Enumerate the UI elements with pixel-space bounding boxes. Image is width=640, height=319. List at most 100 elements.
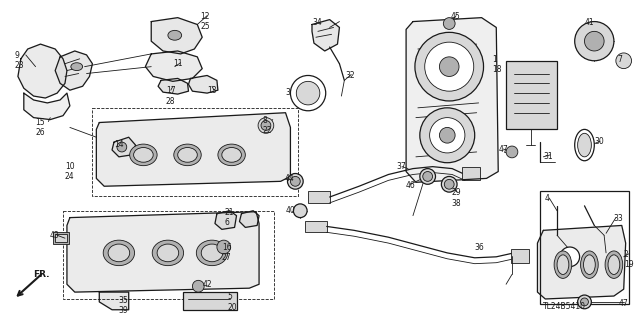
- Circle shape: [506, 146, 518, 158]
- Text: FR.: FR.: [34, 270, 50, 278]
- Ellipse shape: [584, 255, 595, 274]
- Bar: [305, 220, 326, 232]
- Circle shape: [560, 247, 580, 267]
- Polygon shape: [99, 292, 129, 310]
- Text: 41: 41: [584, 18, 594, 27]
- Circle shape: [420, 169, 435, 184]
- Circle shape: [217, 240, 230, 254]
- Polygon shape: [24, 93, 70, 120]
- Polygon shape: [158, 78, 189, 94]
- Ellipse shape: [222, 147, 241, 162]
- Circle shape: [420, 108, 475, 163]
- Polygon shape: [189, 76, 218, 93]
- Polygon shape: [55, 51, 92, 90]
- Text: 46: 46: [406, 181, 416, 190]
- Text: 32: 32: [346, 70, 355, 79]
- Circle shape: [444, 179, 454, 189]
- Circle shape: [287, 174, 303, 189]
- Ellipse shape: [71, 63, 83, 70]
- Ellipse shape: [103, 240, 134, 266]
- Ellipse shape: [174, 144, 201, 166]
- Ellipse shape: [168, 30, 182, 40]
- Circle shape: [578, 295, 591, 309]
- Circle shape: [293, 204, 307, 218]
- Ellipse shape: [580, 251, 598, 278]
- Circle shape: [425, 42, 474, 91]
- Text: 47: 47: [619, 299, 628, 308]
- Circle shape: [440, 57, 459, 77]
- Text: 13: 13: [207, 86, 217, 95]
- Circle shape: [296, 81, 320, 105]
- Ellipse shape: [152, 240, 184, 266]
- Text: 37: 37: [396, 162, 406, 171]
- Ellipse shape: [608, 255, 620, 274]
- Circle shape: [444, 18, 455, 29]
- Ellipse shape: [178, 147, 197, 162]
- Text: 30: 30: [595, 137, 604, 146]
- Circle shape: [423, 172, 433, 181]
- Bar: [92, 108, 298, 196]
- Bar: [506, 61, 557, 130]
- Text: 11: 11: [173, 59, 182, 68]
- Circle shape: [258, 118, 274, 133]
- Bar: [511, 249, 529, 263]
- Text: 14: 14: [114, 140, 124, 149]
- Ellipse shape: [134, 147, 153, 162]
- Text: 43: 43: [49, 231, 59, 240]
- Circle shape: [575, 22, 614, 61]
- Text: 29
38: 29 38: [451, 188, 461, 208]
- Ellipse shape: [201, 244, 223, 262]
- Polygon shape: [538, 226, 626, 299]
- Text: 9
23: 9 23: [14, 51, 24, 70]
- Circle shape: [291, 176, 300, 186]
- Circle shape: [584, 31, 604, 51]
- Ellipse shape: [557, 255, 569, 274]
- Text: 33: 33: [614, 214, 623, 223]
- Text: 15
26: 15 26: [36, 118, 45, 137]
- Text: 42: 42: [202, 280, 212, 289]
- Ellipse shape: [196, 240, 228, 266]
- Text: 10
24: 10 24: [65, 162, 75, 181]
- Text: 2
19: 2 19: [624, 250, 634, 269]
- Polygon shape: [151, 18, 202, 54]
- Circle shape: [415, 32, 484, 101]
- Polygon shape: [67, 212, 259, 292]
- Polygon shape: [215, 211, 237, 229]
- Polygon shape: [18, 44, 67, 98]
- Text: 17
28: 17 28: [166, 86, 175, 106]
- Bar: [462, 167, 479, 180]
- Text: 34: 34: [312, 18, 322, 27]
- Polygon shape: [312, 19, 339, 51]
- Text: 21
6: 21 6: [225, 208, 234, 227]
- Text: 35
39: 35 39: [119, 296, 129, 315]
- Circle shape: [291, 76, 326, 111]
- Bar: [182, 292, 237, 310]
- Bar: [55, 234, 67, 242]
- Text: 7: 7: [618, 55, 623, 64]
- Polygon shape: [97, 113, 291, 186]
- Circle shape: [580, 298, 588, 306]
- Bar: [540, 191, 628, 304]
- Ellipse shape: [605, 251, 623, 278]
- Ellipse shape: [575, 130, 595, 161]
- Ellipse shape: [554, 251, 572, 278]
- Circle shape: [193, 280, 204, 292]
- Text: 31: 31: [543, 152, 553, 161]
- Polygon shape: [406, 18, 498, 182]
- Text: 40: 40: [285, 206, 295, 215]
- Text: 44: 44: [285, 174, 294, 183]
- Ellipse shape: [218, 144, 245, 166]
- Text: 45: 45: [450, 12, 460, 21]
- Text: 36: 36: [475, 243, 484, 252]
- Text: 1
18: 1 18: [492, 55, 502, 74]
- Text: 3: 3: [285, 88, 291, 97]
- Text: 5
20: 5 20: [228, 292, 237, 312]
- Ellipse shape: [108, 244, 130, 262]
- Circle shape: [429, 118, 465, 153]
- Bar: [63, 211, 274, 299]
- Polygon shape: [239, 211, 259, 227]
- Text: TL24B5410: TL24B5410: [543, 302, 586, 311]
- Circle shape: [440, 127, 455, 143]
- Text: 4: 4: [544, 194, 549, 203]
- Circle shape: [261, 121, 271, 130]
